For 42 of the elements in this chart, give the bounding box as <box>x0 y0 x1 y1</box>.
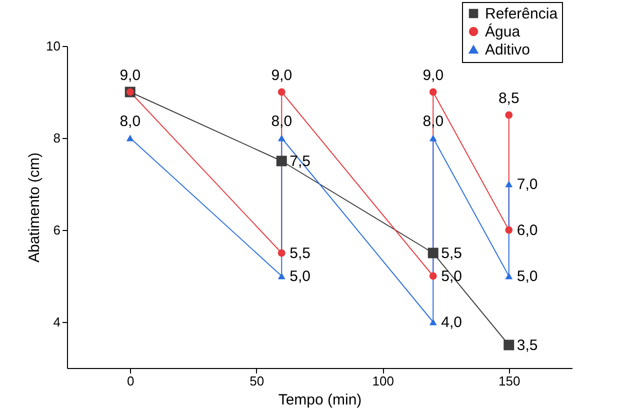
point <box>278 134 286 142</box>
data-label: 5,0 <box>290 268 310 285</box>
point <box>276 156 287 166</box>
data-label: 9,0 <box>120 67 141 84</box>
y-tick-label: 4 <box>53 314 60 330</box>
legend-label: Água <box>485 22 521 40</box>
point <box>505 111 513 119</box>
point <box>278 272 286 280</box>
point <box>505 226 513 234</box>
y-tick-label: 8 <box>53 130 60 146</box>
point <box>278 88 286 96</box>
x-tick-label: 0 <box>127 374 134 388</box>
legend-label: Referência <box>485 6 558 22</box>
data-label: 3,5 <box>516 337 538 354</box>
data-label: 8,5 <box>498 90 520 107</box>
data-label: 9,0 <box>271 67 292 84</box>
data-label: 5,0 <box>516 268 538 285</box>
data-label: 5,5 <box>290 245 310 262</box>
point <box>505 180 513 188</box>
y-tick-label: 10 <box>46 38 60 54</box>
data-label: 7,0 <box>516 176 538 193</box>
point <box>126 134 134 142</box>
x-tick-label: 50 <box>250 374 264 388</box>
point <box>429 272 437 280</box>
data-label: 6,0 <box>516 222 538 239</box>
x-tick-label: 100 <box>372 374 394 388</box>
y-tick-label: 6 <box>53 222 60 238</box>
y-axis-title: Abatimento (cm) <box>26 152 44 263</box>
point <box>278 249 286 257</box>
point <box>428 248 438 258</box>
data-label: 4,0 <box>441 314 462 331</box>
data-label: 8,0 <box>120 113 141 130</box>
point <box>429 134 437 142</box>
data-label: 5,5 <box>441 245 462 262</box>
x-tick-label: 150 <box>498 374 520 388</box>
point <box>504 340 514 350</box>
legend-label: Aditivo <box>485 42 530 58</box>
data-label: 9,0 <box>422 67 444 84</box>
point <box>429 88 437 96</box>
point <box>429 318 437 326</box>
point <box>505 272 513 280</box>
x-axis-title: Tempo (min) <box>278 392 362 408</box>
